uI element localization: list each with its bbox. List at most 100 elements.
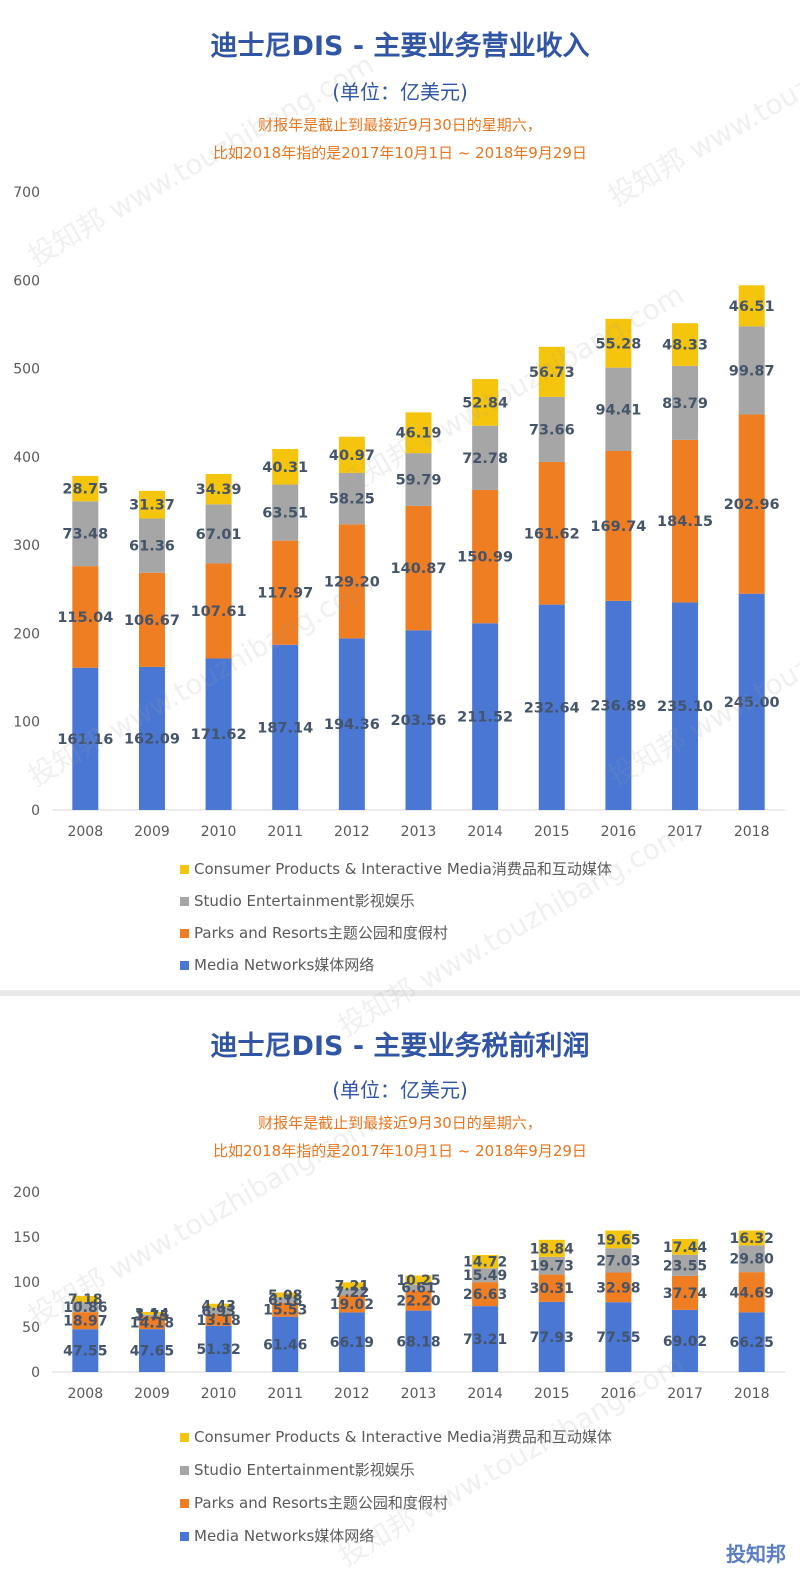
data-label: 99.87 — [729, 363, 775, 379]
bar-stack-2015: 232.64 161.62 73.66 56.73 — [524, 346, 580, 810]
x-tick-label: 2011 — [267, 1386, 303, 1402]
bar-segment — [672, 602, 699, 810]
bar-segment — [138, 1311, 165, 1315]
bar-segment — [405, 1275, 432, 1285]
data-label: 37.74 — [663, 1286, 708, 1302]
x-tick-label: 2015 — [534, 824, 570, 840]
data-label: 19.73 — [530, 1259, 574, 1275]
bar-segment — [605, 1248, 632, 1273]
panel-divider — [0, 990, 800, 996]
x-tick-label: 2012 — [334, 1386, 370, 1402]
data-label: 17.44 — [663, 1240, 708, 1256]
bar-segment — [538, 1239, 565, 1257]
data-label: 68.18 — [396, 1334, 440, 1350]
data-label: 3.14 — [135, 1306, 170, 1322]
data-label: 1.75 — [135, 1309, 170, 1325]
revenue-chart-panel: 迪士尼DIS - 主要业务营业收入 (单位：亿美元) 财报年是截止到最接近9月3… — [13, 31, 785, 974]
data-label: 77.55 — [596, 1330, 640, 1346]
bar-segment — [205, 1325, 232, 1372]
bar-segment — [338, 1312, 365, 1372]
chart-subtitle: (单位：亿美元) — [332, 80, 468, 104]
x-tick-label: 2010 — [201, 1386, 237, 1402]
data-label: 61.46 — [263, 1337, 307, 1353]
y-tick-label: 300 — [13, 538, 40, 554]
bar-stack-2017: 235.10 184.15 83.79 48.33 — [657, 323, 713, 810]
legend-label: Studio Entertainment影视娱乐 — [194, 892, 415, 910]
x-tick-label: 2009 — [134, 824, 170, 840]
data-label: 47.55 — [63, 1344, 107, 1360]
data-label: 58.25 — [329, 492, 375, 508]
data-label: 15.53 — [263, 1303, 307, 1319]
bar-segment — [205, 473, 232, 505]
x-tick-label: 2013 — [401, 824, 437, 840]
bar-segment — [538, 604, 565, 810]
data-label: 245.00 — [724, 695, 780, 711]
chart-note-line-2: 比如2018年指的是2017年10月1日 ~ 2018年9月29日 — [213, 1142, 587, 1160]
y-tick-label: 50 — [22, 1320, 40, 1336]
bar-segment — [138, 1329, 165, 1372]
bar-stack-2009: 162.09 106.67 61.36 31.37 — [124, 490, 180, 810]
data-label: 184.15 — [657, 514, 713, 530]
legend-label: Parks and Resorts主题公园和度假村 — [194, 924, 448, 942]
bar-segment — [205, 658, 232, 810]
y-tick-label: 200 — [13, 1185, 40, 1201]
x-tick-label: 2014 — [467, 1386, 503, 1402]
bar-segment — [538, 396, 565, 462]
bar-stack-2018: 245.00 202.96 99.87 46.51 — [724, 285, 780, 810]
bar-segment — [605, 600, 632, 810]
bar-stack-2015: 77.93 30.31 19.73 18.84 — [530, 1239, 574, 1372]
data-label: 52.84 — [462, 395, 508, 411]
bar-segment — [472, 1282, 499, 1307]
bar-stack-2012: 66.19 19.027.227.21 — [330, 1279, 374, 1372]
legend-item: Studio Entertainment影视娱乐 — [180, 1459, 415, 1480]
bar-segment — [72, 1329, 99, 1372]
data-label: 162.09 — [124, 731, 180, 747]
data-label: 32.98 — [596, 1280, 640, 1296]
data-label: 44.69 — [730, 1285, 774, 1301]
legend-swatch — [180, 929, 189, 938]
chart-note-line-1: 财报年是截止到最接近9月30日的星期六， — [258, 116, 542, 134]
bar-stack-2016: 77.55 32.98 27.03 19.65 — [596, 1230, 641, 1372]
bar-segment — [405, 453, 432, 506]
bar-segment — [738, 326, 765, 415]
data-label: 72.78 — [462, 451, 508, 467]
y-tick-label: 200 — [13, 626, 40, 642]
legend-swatch — [180, 1499, 189, 1508]
data-label: 14.72 — [463, 1255, 507, 1271]
data-label: 73.48 — [62, 527, 108, 543]
data-label: 77.93 — [530, 1330, 574, 1346]
x-tick-label: 2013 — [401, 1386, 437, 1402]
bar-segment — [272, 1316, 299, 1372]
x-tick-label: 2016 — [601, 824, 637, 840]
bar-segment — [138, 666, 165, 810]
bar-segment — [272, 484, 299, 541]
bar-segment — [472, 1306, 499, 1372]
chart-title: 迪士尼DIS - 主要业务营业收入 — [210, 31, 590, 62]
data-label: 46.51 — [729, 299, 775, 315]
data-label: 22.20 — [396, 1294, 441, 1310]
x-tick-label: 2009 — [134, 1386, 170, 1402]
data-label: 169.74 — [590, 519, 646, 535]
data-label: 66.25 — [730, 1335, 774, 1351]
bar-segment — [472, 1268, 499, 1283]
data-label: 140.87 — [391, 561, 447, 577]
data-label: 73.66 — [529, 422, 575, 438]
bar-segment — [272, 1292, 299, 1298]
chart-note-line-2: 比如2018年指的是2017年10月1日 ~ 2018年9月29日 — [213, 144, 587, 162]
bar-segment — [205, 504, 232, 564]
data-label: 150.99 — [457, 550, 513, 566]
bar-segment — [138, 490, 165, 519]
x-tick-label: 2011 — [267, 824, 303, 840]
data-label: 161.62 — [524, 526, 580, 542]
bar-stack-2013: 203.56 140.87 59.79 46.19 — [391, 412, 447, 810]
bar-segment — [272, 1297, 299, 1303]
data-label: 94.41 — [595, 402, 641, 418]
data-label: 27.03 — [596, 1253, 640, 1269]
legend-label: Consumer Products & Interactive Media消费品… — [194, 860, 612, 878]
bar-segment — [672, 1239, 699, 1255]
legend-swatch — [180, 897, 189, 906]
data-label: 31.37 — [129, 498, 175, 514]
legend-label: Media Networks媒体网络 — [194, 956, 375, 974]
bar-segment — [472, 379, 499, 426]
data-label: 203.56 — [391, 713, 447, 729]
